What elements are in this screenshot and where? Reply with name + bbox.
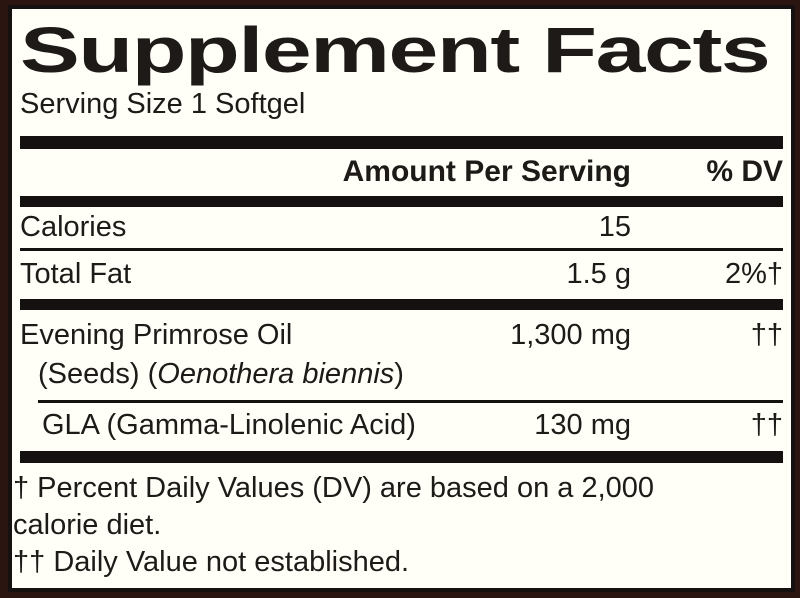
row-gla: GLA (Gamma-Linolenic Acid) 130 mg †† xyxy=(20,403,783,451)
nutrient-dv-gla: †† xyxy=(750,409,783,441)
footnotes: † Percent Daily Values (DV) are based on… xyxy=(13,463,783,581)
botanical-name: Oenothera biennis xyxy=(157,358,395,390)
nutrient-dv-evening-primrose-oil: †† xyxy=(750,319,783,351)
nutrient-amount-gla: 130 mg xyxy=(534,409,631,441)
footnote-not-established: †† Daily Value not established. xyxy=(13,546,410,578)
nutrient-amount-evening-primrose-oil: 1,300 mg xyxy=(510,319,631,351)
divider-thick-under-header xyxy=(20,196,783,207)
nutrient-name-calories: Calories xyxy=(20,211,127,243)
serving-size-text: Serving Size 1 Softgel xyxy=(20,88,306,120)
nutrient-dv-total-fat: 2%† xyxy=(724,258,783,290)
divider-thin-under-calories xyxy=(20,248,783,251)
footnote-dv-line2: calorie diet. xyxy=(13,509,162,541)
nutrient-name-evening-primrose-oil: Evening Primrose Oil (Seeds) (Oenothera … xyxy=(20,316,404,394)
epo-name-line1: Evening Primrose Oil xyxy=(20,319,293,351)
nutrient-name-total-fat: Total Fat xyxy=(20,258,132,290)
row-calories: Calories 15 xyxy=(20,207,783,248)
column-header-row: Amount Per Serving % DV xyxy=(20,149,783,196)
percent-dv-header: % DV xyxy=(706,155,783,188)
nutrient-amount-calories: 15 xyxy=(598,211,631,243)
supplement-facts-panel: Supplement Facts Serving Size 1 Softgel … xyxy=(8,5,795,592)
panel-title: Supplement Facts xyxy=(20,14,771,86)
divider-thick-bottom xyxy=(20,451,783,463)
row-evening-primrose-oil: Evening Primrose Oil (Seeds) (Oenothera … xyxy=(20,310,783,400)
nutrient-name-gla: GLA (Gamma-Linolenic Acid) xyxy=(42,409,416,441)
nutrient-amount-total-fat: 1.5 g xyxy=(566,258,632,290)
footnote-dv-line1: † Percent Daily Values (DV) are based on… xyxy=(13,472,655,504)
row-total-fat: Total Fat 1.5 g 2%† xyxy=(20,251,783,299)
divider-thin-above-gla xyxy=(38,400,783,403)
epo-name-line2: (Seeds) (Oenothera biennis) xyxy=(38,358,404,390)
amount-per-serving-header: Amount Per Serving xyxy=(342,155,631,188)
divider-thick-top xyxy=(20,136,783,149)
divider-thick-under-total-fat xyxy=(20,299,783,310)
